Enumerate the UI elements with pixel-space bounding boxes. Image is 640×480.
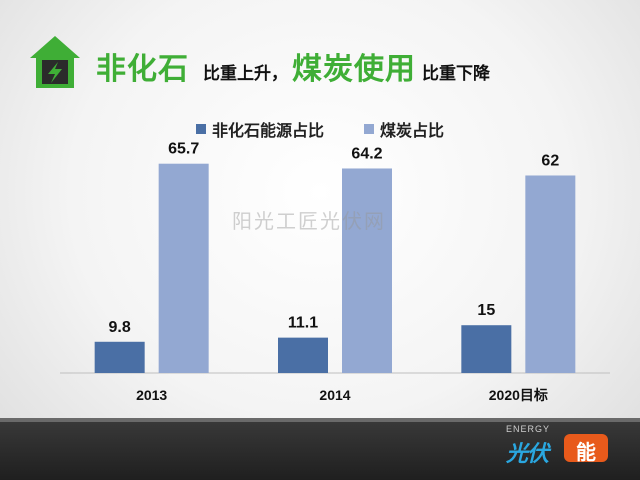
bar-series-2-2 [525, 175, 576, 373]
bar-series-1-0 [94, 341, 145, 373]
logo-main-text: 光伏 [506, 441, 549, 466]
title-part-3: 煤炭使用 [292, 53, 416, 86]
title-part-2: 比重上升， [203, 64, 288, 83]
bar-series-1-1 [278, 337, 328, 373]
data-label-series-2-1: 64.2 [351, 145, 382, 162]
bar-series-2-1 [342, 168, 392, 373]
title-part-4: 比重下降 [422, 64, 490, 83]
data-label-series-2-0: 65.7 [168, 141, 199, 158]
legend-swatch-series-2 [364, 124, 375, 134]
data-label-series-1-0: 9.8 [109, 319, 131, 336]
logo-box: 能 [564, 434, 608, 464]
legend-item-series-1: 非化石能源占比 [196, 117, 324, 141]
title-part-1: 非化石 [96, 53, 189, 86]
chart-legend: 非化石能源占比 煤炭占比 [196, 117, 484, 141]
slide-title: 非化石 比重上升， 煤炭使用 比重下降 [96, 44, 494, 86]
data-label-series-1-1: 11.1 [288, 315, 318, 332]
bar-series-2-0 [158, 163, 209, 373]
footer-bar [0, 418, 640, 480]
footer-stripe [0, 418, 640, 422]
logo-box-text: 能 [576, 442, 596, 464]
legend-item-series-2: 煤炭占比 [364, 117, 444, 141]
data-label-series-2-2: 62 [541, 152, 559, 169]
legend-label-series-2: 煤炭占比 [380, 123, 445, 140]
x-tick-label-1: 2014 [319, 387, 350, 403]
energy-logo: ENERGY 光伏 能 [506, 424, 616, 466]
legend-label-series-1: 非化石能源占比 [212, 123, 325, 140]
data-label-series-1-2: 15 [477, 302, 495, 319]
house-energy-icon [30, 36, 80, 88]
watermark-text: 阳光工匠光伏网 [232, 211, 386, 233]
x-tick-label-2: 2020目标 [489, 387, 548, 403]
legend-swatch-series-1 [196, 124, 206, 134]
bar-series-1-2 [461, 325, 512, 373]
logo-small-text: ENERGY [506, 424, 551, 434]
x-tick-label-0: 2013 [136, 387, 167, 403]
